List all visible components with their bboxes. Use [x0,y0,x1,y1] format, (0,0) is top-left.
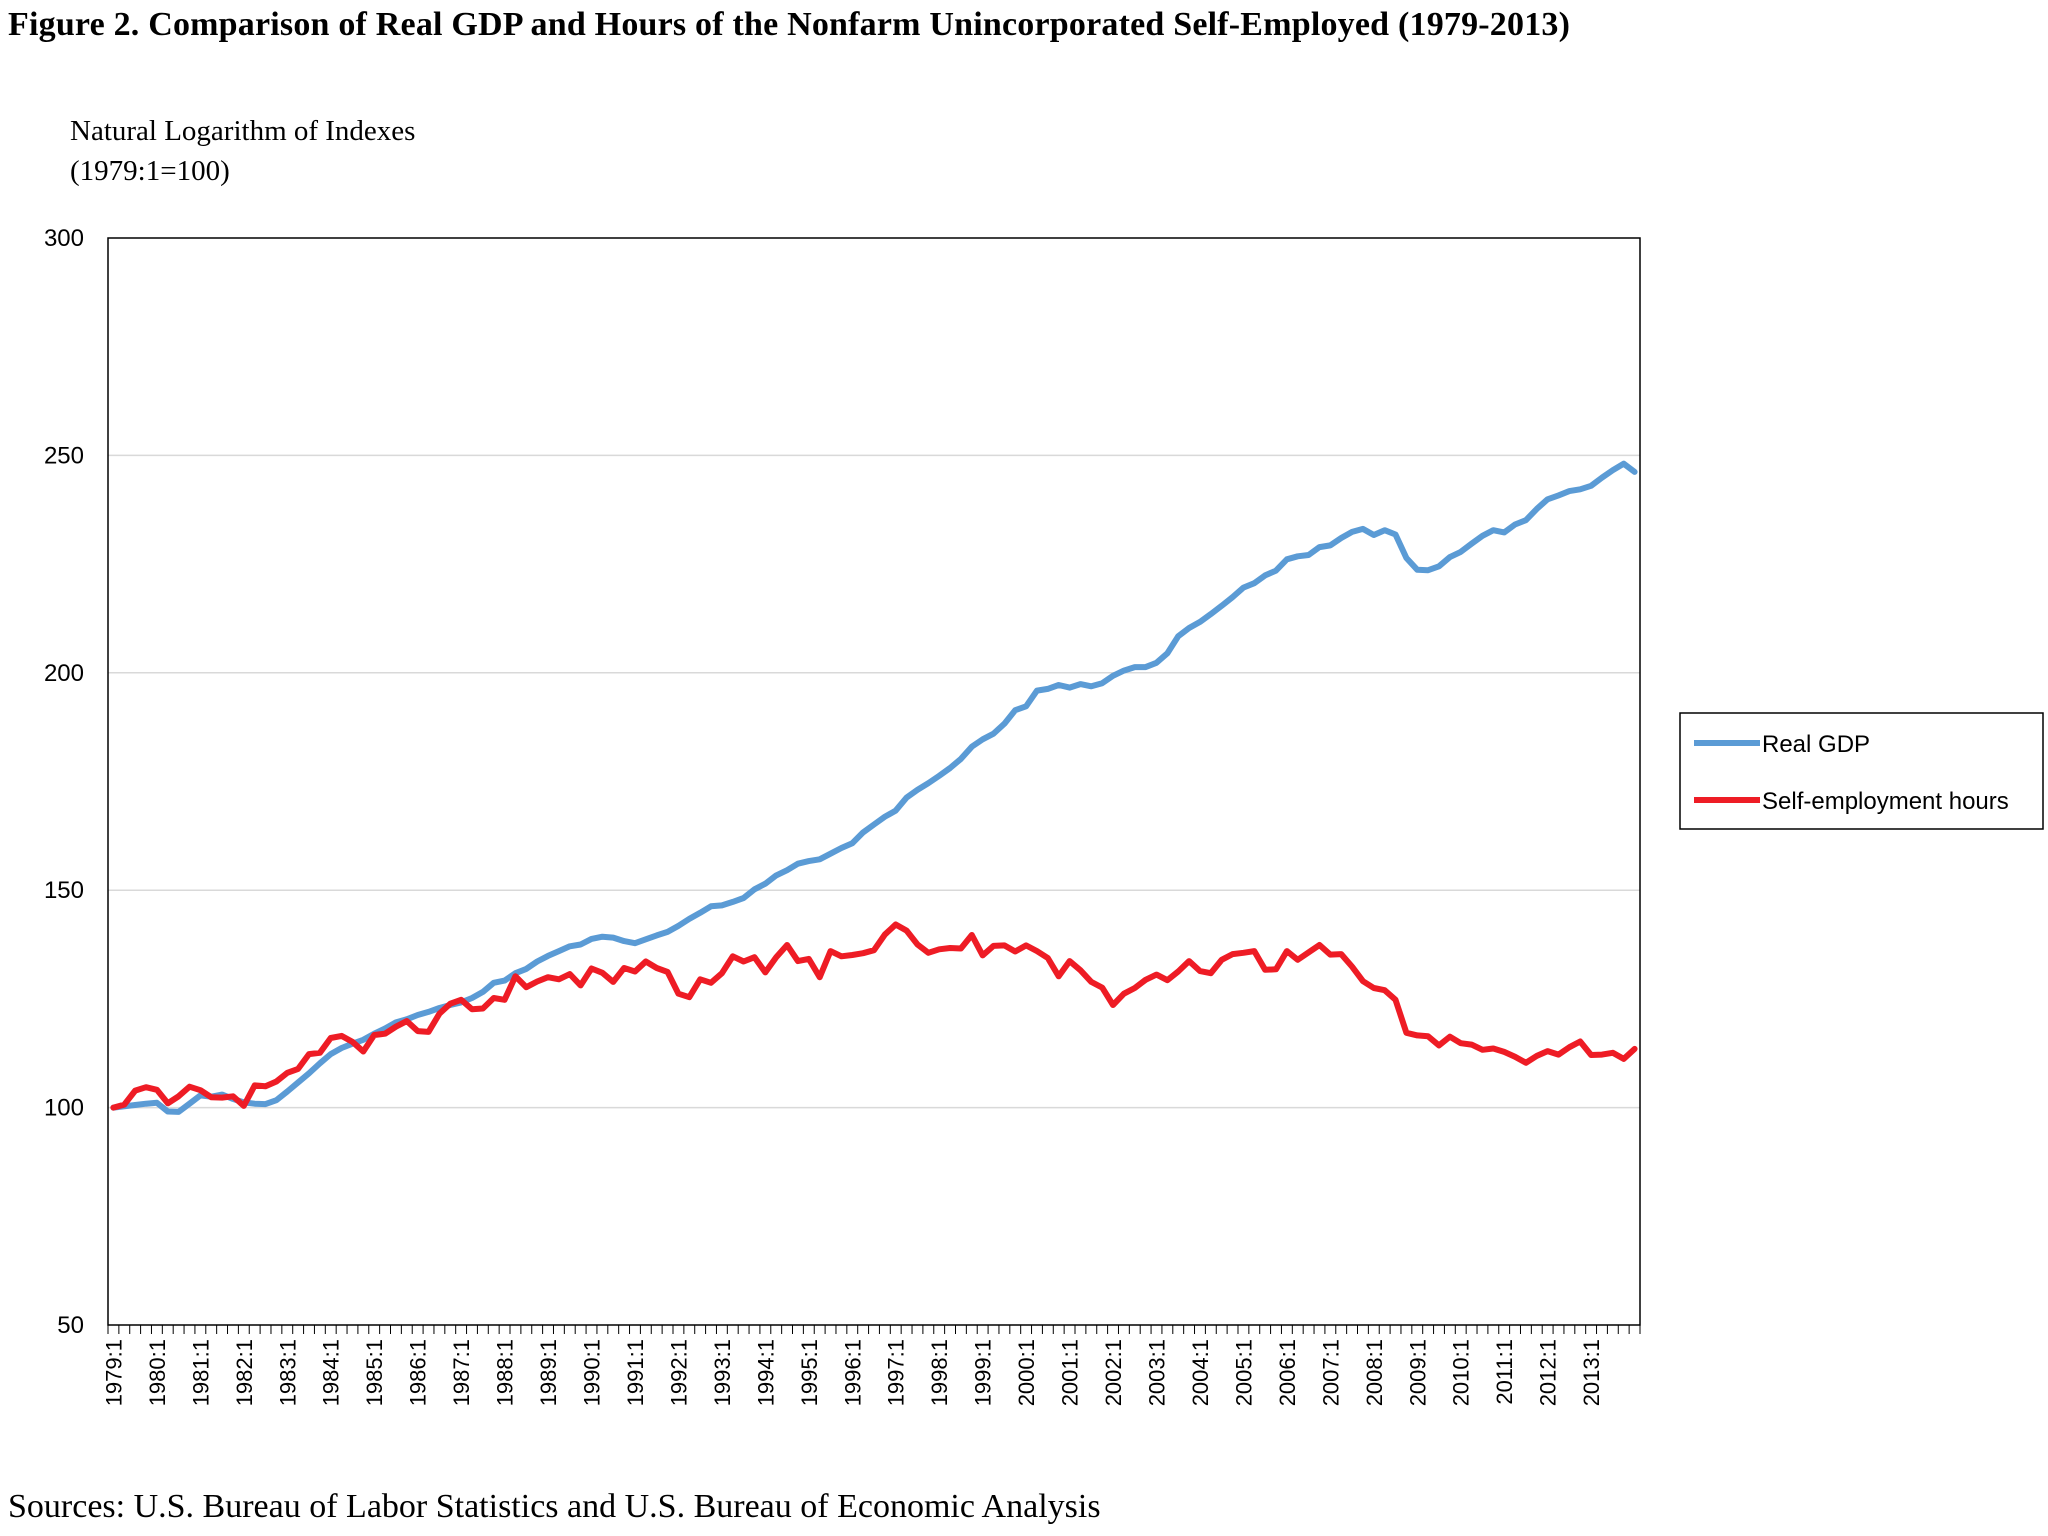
y-axis-unit-label-line2: (1979:1=100) [70,155,230,187]
x-tick-label: 2007:1 [1318,1339,1343,1406]
y-tick-label: 300 [44,225,84,252]
legend-label-self-employment-hours: Self-employment hours [1762,788,2009,815]
legend-label-real-gdp: Real GDP [1762,731,1870,758]
x-tick-label: 1988:1 [493,1339,518,1406]
x-tick-label: 1993:1 [710,1339,735,1406]
x-tick-label: 2002:1 [1101,1339,1126,1406]
y-tick-label: 100 [44,1095,84,1122]
x-tick-label: 1982:1 [232,1339,257,1406]
x-tick-label: 1979:1 [101,1339,126,1406]
figure-title: Figure 2. Comparison of Real GDP and Hou… [8,6,1571,43]
y-tick-label: 150 [44,877,84,904]
x-tick-label: 1980:1 [145,1339,170,1406]
x-tick-label: 2004:1 [1188,1339,1213,1406]
x-tick-label: 2006:1 [1275,1339,1300,1406]
x-tick-label: 1995:1 [797,1339,822,1406]
x-tick-label: 1984:1 [319,1339,344,1406]
plot-area-border [107,237,1641,1326]
x-tick-label: 2005:1 [1231,1339,1256,1406]
x-tick-label: 2008:1 [1362,1339,1387,1406]
y-tick-label: 200 [44,660,84,687]
x-tick-label: 1989:1 [536,1339,561,1406]
series-line-real-gdp [110,460,1638,1115]
x-tick-label: 2009:1 [1405,1339,1430,1406]
legend: Real GDP Self-employment hours [1679,712,2044,830]
x-tick-label: 1990:1 [580,1339,605,1406]
x-tick-label: 2011:1 [1492,1339,1517,1405]
x-tick-label: 1998:1 [927,1339,952,1406]
x-tick-label: 1997:1 [884,1339,909,1406]
gridlines [108,454,1640,1109]
series-line-self-employment-hours [110,921,1638,1111]
y-axis-ticks: 50 100 150 200 250 300 [44,225,84,1339]
x-tick-label: 1985:1 [362,1339,387,1406]
series-lines [110,460,1638,1115]
x-tick-label: 1999:1 [971,1339,996,1406]
y-tick-label: 250 [44,442,84,469]
y-tick-label: 50 [57,1312,84,1339]
x-tick-label: 2012:1 [1536,1339,1561,1406]
x-tick-label: 1996:1 [840,1339,865,1406]
source-note: Sources: U.S. Bureau of Labor Statistics… [8,1488,1101,1525]
x-tick-label: 2000:1 [1014,1339,1039,1406]
y-axis-unit-label-line1: Natural Logarithm of Indexes [70,115,415,147]
x-tick-label: 1983:1 [275,1339,300,1406]
x-tick-label: 1986:1 [406,1339,431,1406]
x-tick-label: 1981:1 [188,1339,213,1406]
x-tick-label: 2013:1 [1579,1339,1604,1406]
x-tick-label: 1992:1 [666,1339,691,1406]
x-tick-label: 1994:1 [753,1339,778,1406]
x-tick-label: 1987:1 [449,1339,474,1406]
legend-box [1679,712,2044,830]
x-tick-label: 1991:1 [623,1339,648,1406]
x-tick-label: 2001:1 [1058,1339,1083,1406]
x-tick-label: 2003:1 [1144,1339,1169,1406]
x-axis-ticks: 1979:1 1980:1 1981:1 1982:1 1983:1 1984:1 1985… [101,1325,1641,1406]
x-tick-label: 2010:1 [1449,1339,1474,1406]
